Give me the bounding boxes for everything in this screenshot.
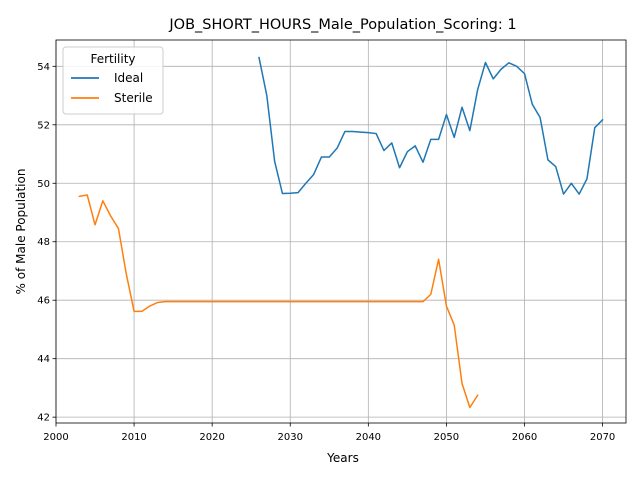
y-tick-label: 52: [37, 120, 50, 131]
plot-frame: [55, 39, 627, 424]
y-tick-label: 54: [37, 62, 50, 73]
legend-title: Fertility: [90, 52, 135, 66]
series-line-ideal: [258, 56, 604, 195]
series-line-sterile: [78, 194, 479, 409]
y-axis-label: % of Male Population: [14, 169, 28, 295]
axis-ticks: 2000 2010 2020 2030 2040 2050 2060 2070 42 44 46 48…: [37, 62, 615, 443]
legend-label-sterile: Sterile: [114, 91, 153, 105]
x-tick-label: 2050: [434, 432, 459, 443]
y-tick-label: 50: [37, 179, 50, 190]
series-lines: [78, 56, 604, 409]
grid: [55, 40, 626, 423]
x-tick-label: 2070: [590, 432, 615, 443]
y-tick-label: 42: [37, 413, 50, 424]
y-tick-label: 46: [37, 296, 50, 307]
x-axis-label: Years: [326, 451, 359, 465]
x-tick-label: 2030: [278, 432, 303, 443]
chart-title: JOB_SHORT_HOURS_Male_Population_Scoring:…: [168, 17, 516, 33]
x-tick-label: 2010: [121, 432, 146, 443]
x-tick-label: 2040: [356, 432, 381, 443]
legend-label-ideal: Ideal: [114, 71, 143, 85]
legend: Fertility Ideal Sterile: [62, 46, 164, 115]
y-tick-label: 48: [37, 237, 50, 248]
x-tick-label: 2020: [199, 432, 224, 443]
y-tick-label: 44: [37, 354, 50, 365]
x-tick-label: 2060: [512, 432, 537, 443]
x-tick-label: 2000: [43, 432, 68, 443]
